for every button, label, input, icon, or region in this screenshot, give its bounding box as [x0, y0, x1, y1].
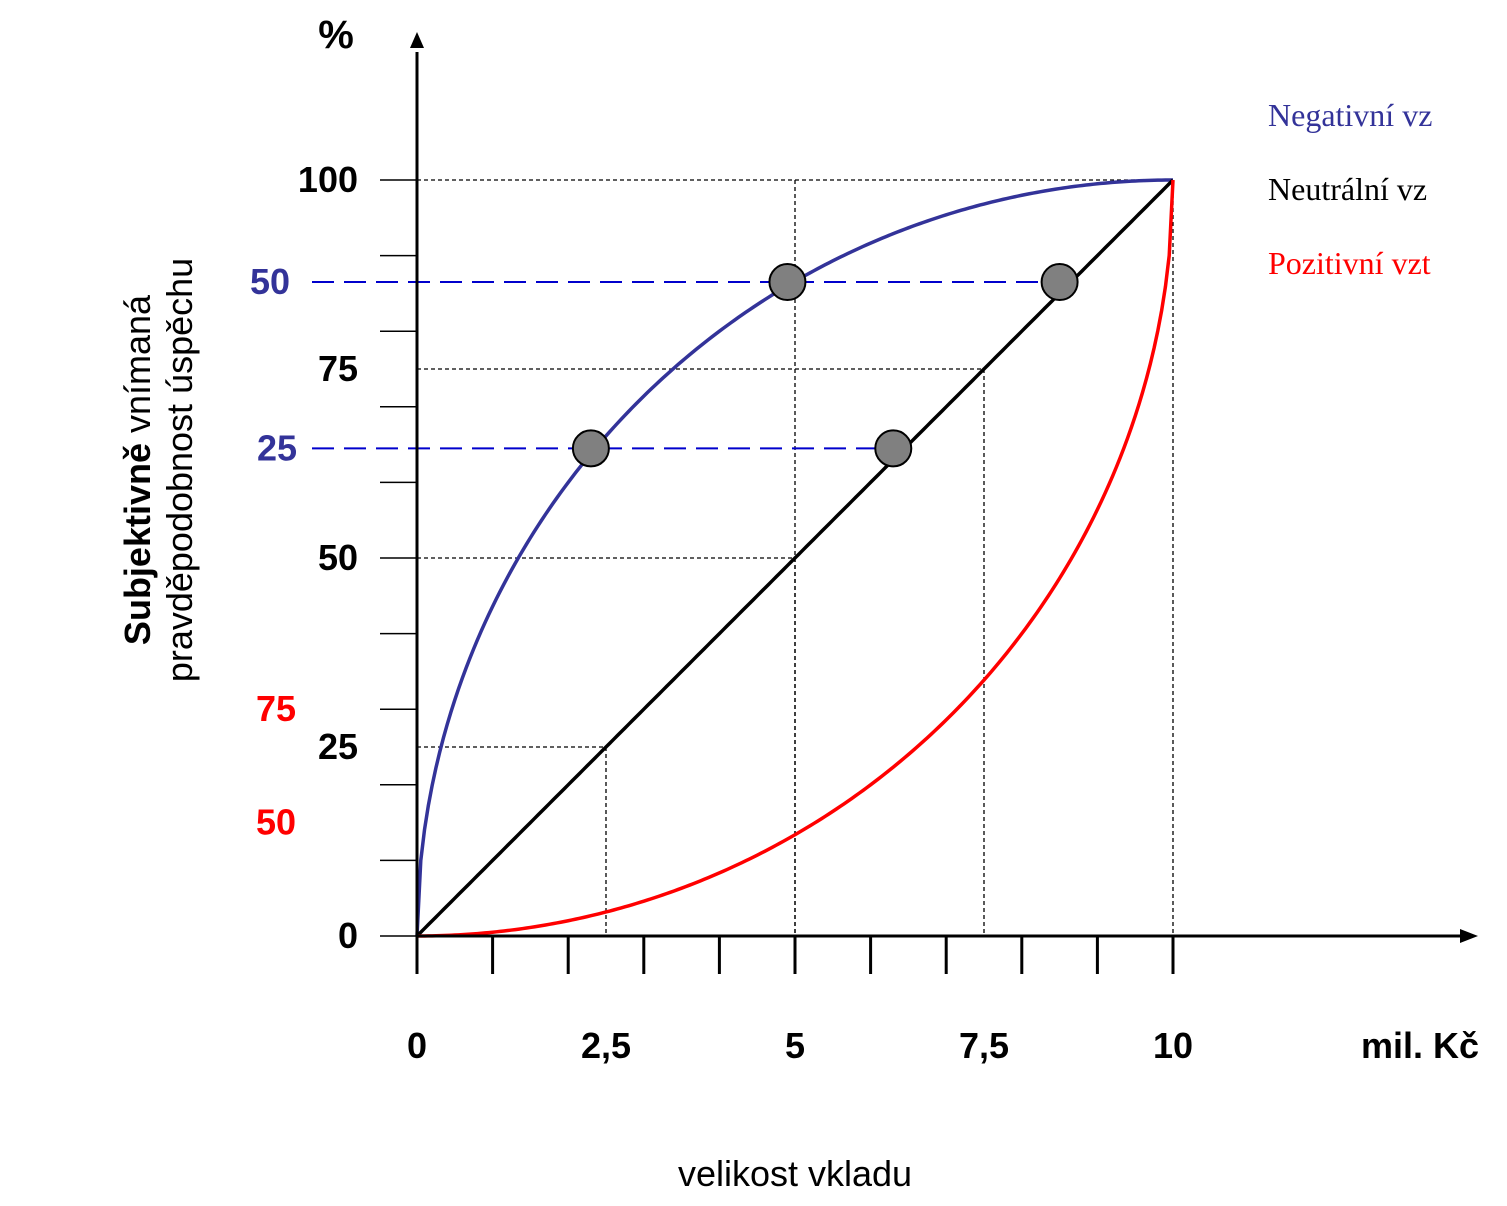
y-axis-title-line2: pravděpodobnost úspěchu	[159, 258, 200, 682]
series-line-convex	[416, 179, 1175, 938]
blue-y-label-0: 50	[250, 261, 290, 302]
y-tick-label-1: 25	[318, 726, 358, 767]
x-axis-title: velikost vkladu	[678, 1153, 912, 1194]
data-marker-3	[1040, 263, 1079, 302]
y-axis-title-rest: vnímaná	[117, 294, 158, 443]
x-axis-arrow	[1460, 929, 1478, 943]
x-unit-label: mil. Kč	[1361, 1025, 1479, 1066]
x-tick-label-4: 10	[1153, 1025, 1193, 1066]
y-axis-title-bold: Subjektivně	[117, 443, 158, 645]
y-tick-label-0: 0	[338, 915, 358, 956]
blue-y-label-1: 25	[257, 427, 297, 468]
legend-entry-concave: Negativní vz	[1268, 97, 1432, 133]
red-y-label-0: 75	[256, 688, 296, 729]
markers	[571, 263, 1079, 468]
guide-lines	[312, 179, 1174, 936]
y-axis-arrow	[410, 32, 424, 48]
x-tick-label-3: 7,5	[959, 1025, 1009, 1066]
legend-entry-convex: Pozitivní vzt	[1268, 245, 1431, 281]
red-y-label-1: 50	[256, 802, 296, 843]
y-tick-label-3: 75	[318, 348, 358, 389]
x-tick-label-2: 5	[785, 1025, 805, 1066]
axes	[380, 32, 1478, 974]
y-axis-title: Subjektivně vnímaná pravděpodobnost úspěc…	[117, 258, 200, 682]
x-tick-label-0: 0	[407, 1025, 427, 1066]
y-tick-label-4: 100	[298, 159, 358, 200]
y-tick-label-2: 50	[318, 537, 358, 578]
legend-entry-linear: Neutrální vz	[1268, 171, 1427, 207]
series-line-linear	[415, 178, 1175, 938]
x-tick-label-1: 2,5	[581, 1025, 631, 1066]
data-marker-2	[874, 429, 913, 468]
labels: % 0 25 50 75 100 0 2,5 5 7,5 10 mil. Kč 50 25 75 50 Nega…	[117, 13, 1479, 1194]
y-unit-label: %	[318, 13, 354, 57]
y-axis-title-line1: Subjektivně vnímaná	[117, 294, 158, 645]
data-marker-0	[571, 429, 610, 468]
data-marker-1	[768, 263, 807, 302]
